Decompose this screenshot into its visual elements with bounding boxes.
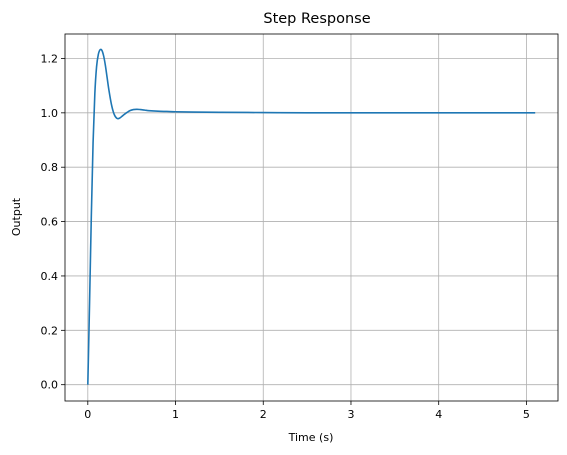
x-tick: 1 [172,401,179,421]
x-tick: 3 [347,401,354,421]
plot-series [87,48,536,385]
x-tick: 5 [523,401,530,421]
y-tick-label: 1.2 [41,52,59,65]
y-tick-label: 0.4 [41,270,59,283]
y-tick-label: 0.2 [41,324,59,337]
y-tick: 0.8 [41,161,65,174]
x-axis-ticks: 0 1 2 3 4 5 [84,401,530,421]
x-tick-label: 0 [84,408,91,421]
plot-frame [64,33,559,402]
x-tick-label: 1 [172,408,179,421]
y-tick-label: 0.0 [41,379,59,392]
y-tick: 1.2 [41,52,65,65]
y-axis-label: Output [10,197,23,236]
x-tick: 2 [260,401,267,421]
x-tick: 0 [84,401,91,421]
y-tick: 0.6 [41,216,65,229]
grid-lines [65,34,558,401]
y-tick: 1.0 [41,107,65,120]
chart-title: Step Response [263,11,370,27]
x-axis-label: Time (s) [288,431,334,444]
x-tick: 4 [435,401,442,421]
x-tick-label: 5 [523,408,530,421]
x-tick-label: 3 [347,408,354,421]
y-tick-label: 1.0 [41,107,59,120]
series-line [87,48,536,385]
y-axis-ticks: 0.0 0.2 0.4 0.6 0.8 1.0 1.2 [41,52,65,392]
y-tick: 0.2 [41,324,65,337]
y-tick-label: 0.8 [41,161,59,174]
y-tick-label: 0.6 [41,216,59,229]
y-tick: 0.4 [41,270,65,283]
x-tick-label: 2 [260,408,267,421]
y-tick: 0.0 [41,379,65,392]
x-tick-label: 4 [435,408,442,421]
